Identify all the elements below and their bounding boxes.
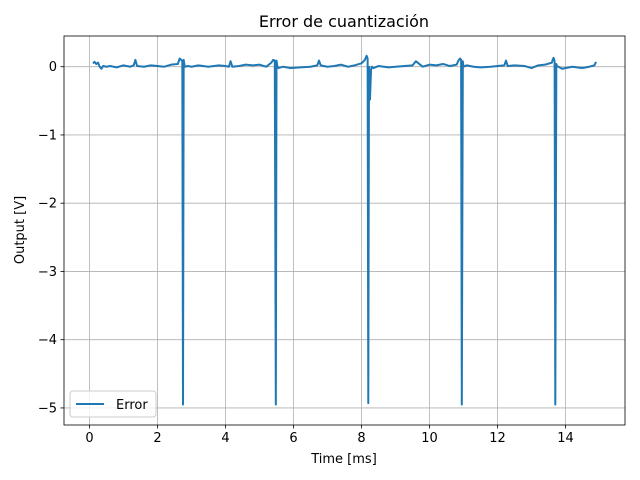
x-tick-label: 6 [289,431,297,446]
x-tick-label: 4 [221,431,229,446]
series-line-error [92,54,597,406]
y-tick-label: −1 [38,128,57,143]
y-axis-label: Output [V] [13,196,28,264]
legend: Error [69,390,157,418]
x-axis-label: Time [ms] [310,452,377,467]
plot-data [92,54,597,406]
legend-box [69,390,157,418]
chart-title: Error de cuantización [259,12,429,31]
x-tick-label: 10 [421,431,438,446]
y-tick-label: −3 [38,265,57,280]
x-tick-label: 14 [557,431,574,446]
y-tick-label: −2 [38,197,57,212]
y-tick-label: −5 [38,401,57,416]
x-tick-label: 0 [85,431,93,446]
y-tick-label: −4 [38,333,57,348]
x-tick-label: 12 [489,431,506,446]
y-tick-label: 0 [49,60,57,75]
x-tick-label: 8 [357,431,365,446]
plot-frame [63,35,626,426]
x-tick-label: 2 [153,431,161,446]
axis-ticks: 0 2 4 6 8 10 12 14 0 −1 −2 −3 −4 −5 [38,60,574,446]
legend-label-error: Error [116,398,148,413]
